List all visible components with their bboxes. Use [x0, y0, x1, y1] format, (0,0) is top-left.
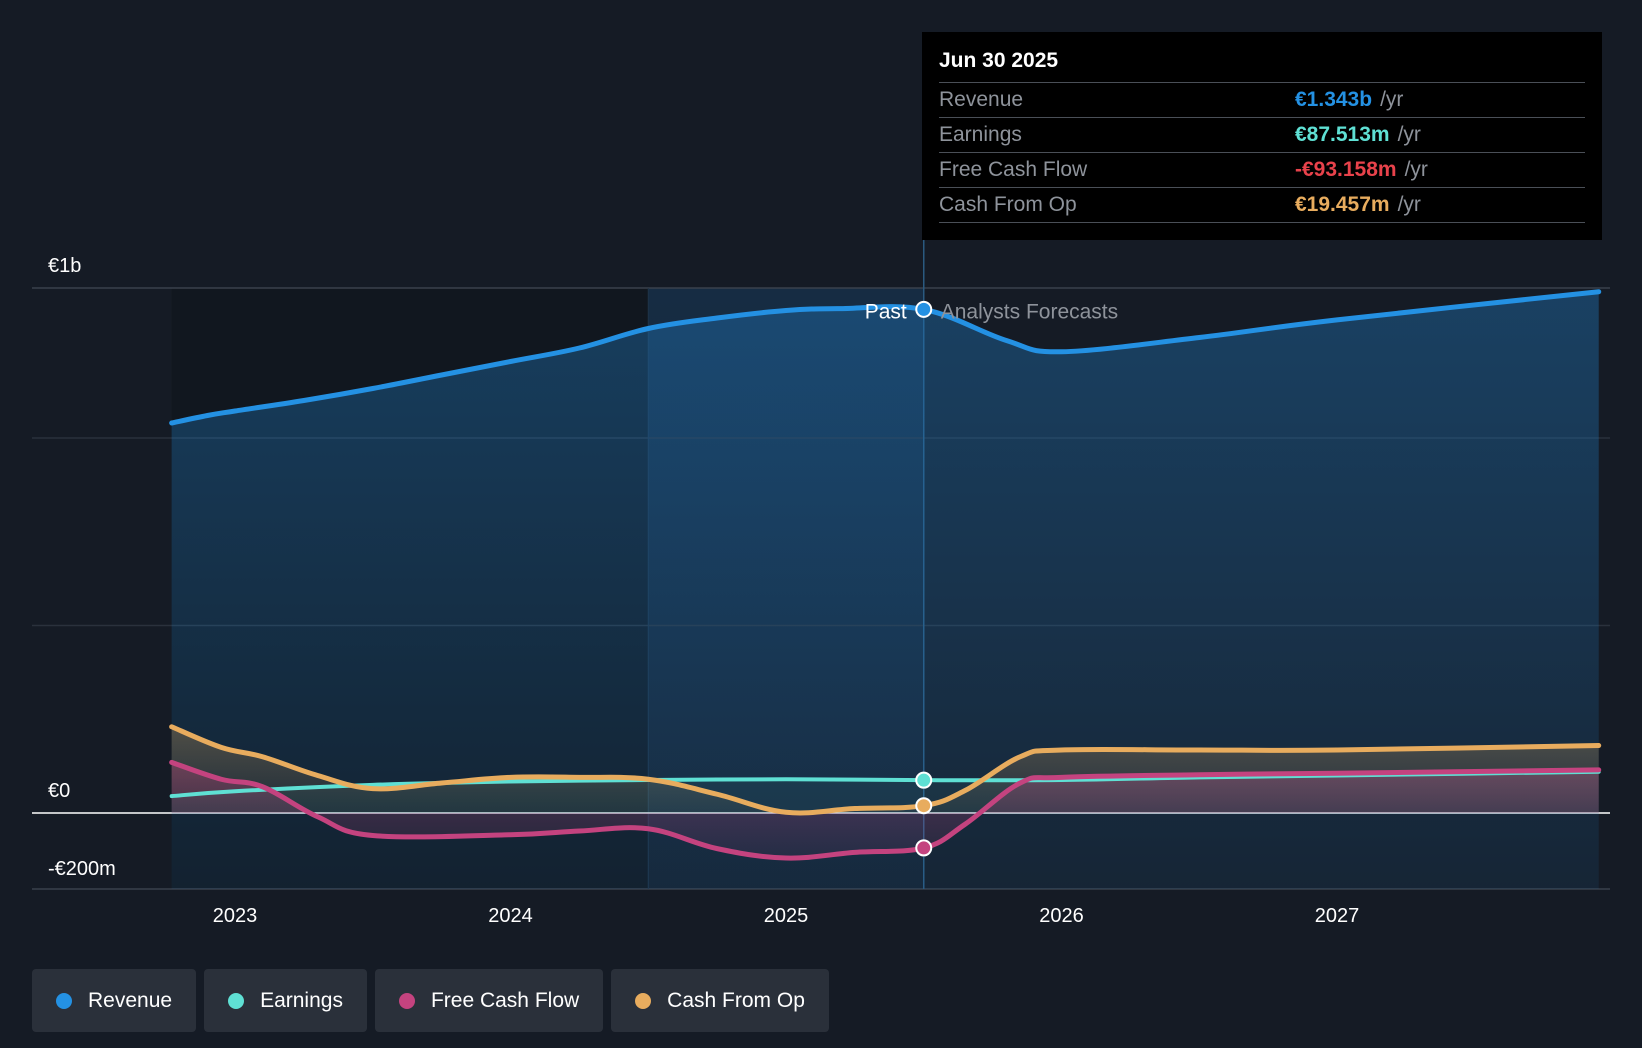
tooltip-unit: /yr [1397, 123, 1421, 146]
legend-label: Free Cash Flow [430, 988, 580, 1012]
tooltip-label: Free Cash Flow [939, 158, 1088, 181]
series-line-revenue [169, 289, 1602, 426]
legend-item-earnings[interactable]: Earnings [204, 969, 367, 1032]
point-earnings [915, 771, 933, 789]
tooltip-row-cash-from-op: Cash From Op €19.457m /yr [939, 187, 1585, 223]
series-line-free-cash-flow [169, 759, 1602, 861]
tooltip-date: Jun 30 2025 [939, 49, 1059, 72]
point-cash-from-op [915, 797, 933, 815]
x-tick-label: 2024 [488, 905, 533, 927]
tooltip-value: -€93.158m [1295, 158, 1397, 181]
tooltip-row-revenue: Revenue €1.343b /yr [939, 82, 1585, 117]
point-free-cash-flow [915, 839, 933, 857]
legend-dot-icon [398, 992, 415, 1009]
point-revenue [915, 300, 933, 318]
tooltip-label: Revenue [939, 88, 1024, 111]
area-revenue [171, 291, 1599, 889]
legend-label: Revenue [88, 988, 173, 1012]
x-tick-label: 2023 [213, 905, 258, 927]
legend-dot-icon [56, 992, 72, 1009]
y-tick-label: €1b [48, 255, 81, 277]
legend-dot-icon [635, 992, 652, 1009]
tooltip: Jun 30 2025 Revenue €1.343b /yr Earnings… [922, 32, 1602, 240]
legend-item-cash-from-op[interactable]: Cash From Op [611, 969, 829, 1032]
y-tick-label: €0 [48, 780, 70, 802]
x-tick-label: 2026 [1039, 905, 1084, 927]
tooltip-unit: /yr [1404, 158, 1428, 181]
x-tick-label: 2025 [764, 905, 809, 927]
tooltip-unit: /yr [1397, 193, 1421, 216]
tooltip-unit: /yr [1380, 88, 1404, 111]
legend-item-revenue[interactable]: Revenue [32, 969, 197, 1032]
tooltip-row-earnings: Earnings €87.513m /yr [939, 117, 1585, 152]
financial-chart: €1b €0 -€200m 2023 2024 2025 2026 2027 Past Analy… [32, 240, 1610, 927]
tooltip-label: Earnings [939, 123, 1022, 146]
forecast-label: Analysts Forecasts [941, 300, 1118, 323]
tooltip-row-free-cash-flow: Free Cash Flow -€93.158m /yr [939, 152, 1585, 187]
tooltip-value: €87.513m [1295, 123, 1390, 146]
past-label: Past [865, 300, 907, 323]
legend-label: Earnings [260, 988, 343, 1012]
legend-label: Cash From Op [667, 988, 805, 1012]
tooltip-label: Cash From Op [939, 193, 1077, 216]
y-tick-label: -€200m [48, 858, 116, 880]
tooltip-value: €1.343b [1295, 88, 1373, 111]
x-tick-label: 2027 [1315, 905, 1360, 927]
legend-item-free-cash-flow[interactable]: Free Cash Flow [374, 969, 604, 1032]
tooltip-value: €19.457m [1295, 193, 1390, 216]
legend-dot-icon [228, 992, 245, 1009]
series-line-cash-from-op [169, 724, 1602, 816]
legend: Revenue Earnings Free Cash Flow Cash Fro… [32, 969, 829, 1032]
